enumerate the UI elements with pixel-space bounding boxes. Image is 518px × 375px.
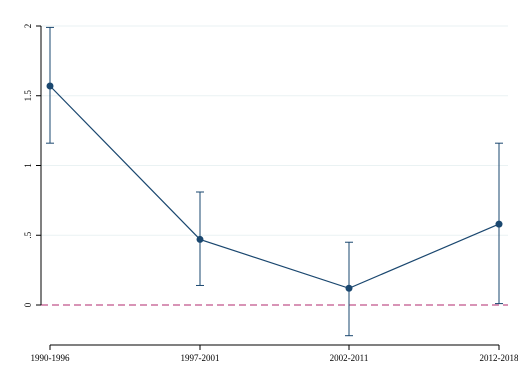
x-tick-label: 1997-2001 — [181, 353, 220, 363]
data-point — [345, 284, 353, 292]
y-tick-label: 0 — [23, 302, 33, 307]
data-points — [46, 82, 503, 292]
x-tick-label: 2012-2018 — [480, 353, 518, 363]
grid-lines — [41, 25, 508, 236]
data-point — [46, 82, 54, 90]
series-line-group — [49, 85, 500, 289]
axes: 0 .5 1 1.5 2 1990-1996 1997-2001 2002-2011 2012-… — [23, 24, 518, 363]
data-point — [495, 220, 503, 228]
x-tick-label: 1990-1996 — [31, 353, 70, 363]
data-point — [196, 235, 204, 243]
y-tick-label: 1 — [23, 163, 33, 168]
confidence-intervals — [46, 26, 503, 337]
x-tick-label: 2002-2011 — [330, 353, 369, 363]
series-line — [49, 85, 500, 289]
y-tick-label: 2 — [23, 24, 33, 29]
y-tick-label: .5 — [23, 231, 33, 238]
y-tick-label: 1.5 — [23, 90, 33, 102]
